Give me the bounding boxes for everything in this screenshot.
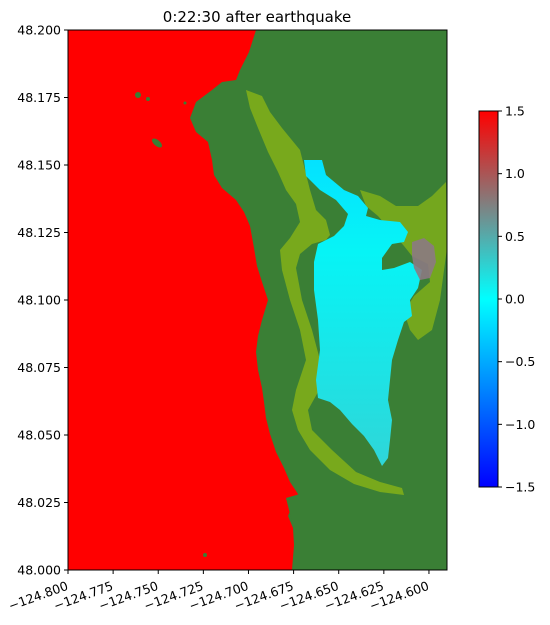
shallow-shore-east [360, 182, 447, 340]
colorbar-tick-label: 1.0 [505, 166, 525, 181]
land-speck-5 [203, 553, 207, 557]
land-speck-3 [152, 138, 162, 148]
offshore-region [68, 30, 298, 570]
colorbar-tick-label: −1.0 [505, 417, 535, 432]
land-speck-2 [146, 97, 150, 101]
y-tick-label: 48.175 [17, 90, 61, 105]
land-speck-4 [183, 101, 187, 105]
colorbar-tick-label: −1.5 [505, 480, 535, 495]
y-tick-label: 48.075 [17, 360, 61, 375]
y-tick-label: 48.200 [17, 23, 61, 38]
east-inlet-high [412, 238, 436, 280]
y-tick-label: 48.025 [17, 495, 61, 510]
shallow-shore [246, 90, 404, 495]
colorbar [478, 110, 499, 488]
y-axis: 48.000 48.025 48.050 48.075 48.100 48.125 48.1… [17, 23, 68, 578]
colorbar-tick-label: 0.0 [505, 292, 525, 307]
colorbar-tick-label: 0.5 [505, 229, 525, 244]
y-tick-label: 48.000 [17, 563, 61, 578]
colorbar-tick-label: −0.5 [505, 354, 535, 369]
chart-title: 0:22:30 after earthquake [163, 8, 351, 26]
colorbar-tick-label: 1.5 [505, 104, 525, 119]
land-speck-1 [135, 92, 141, 98]
map-plot [68, 30, 447, 570]
colorbar-axis: 1.5 1.0 0.5 0.0 −0.5 −1.0 −1.5 [498, 104, 535, 495]
bay-water [304, 160, 422, 466]
land-bump-1 [286, 494, 300, 522]
y-tick-label: 48.050 [17, 428, 61, 443]
x-axis: −124.800−124.775−124.750−124.725−124.700… [6, 570, 431, 613]
y-tick-label: 48.100 [17, 293, 61, 308]
y-tick-label: 48.150 [17, 158, 61, 173]
y-tick-label: 48.125 [17, 225, 61, 240]
